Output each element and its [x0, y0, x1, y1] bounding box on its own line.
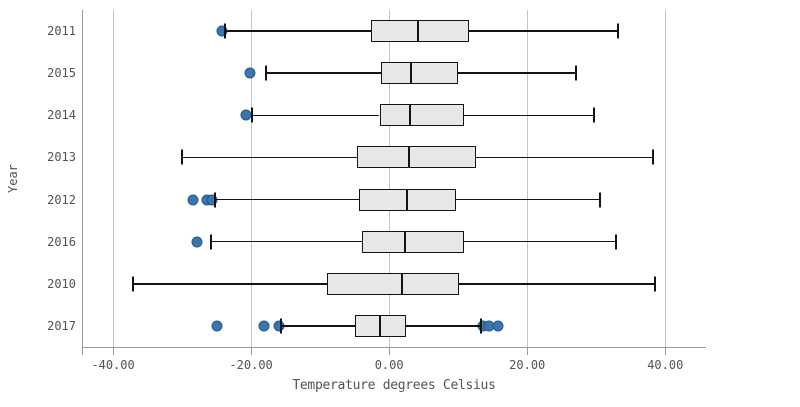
x-tick-label--20: -20.00 — [229, 358, 273, 372]
x-tick-label-20: 20.00 — [509, 358, 546, 372]
gridline-20 — [527, 10, 529, 347]
whisker-low-2014 — [252, 114, 380, 116]
box-2014[interactable] — [379, 104, 465, 127]
whisker-high-2015 — [458, 72, 577, 74]
box-2015[interactable] — [380, 62, 459, 85]
gridline--40 — [113, 10, 115, 347]
y-axis-label-2017[interactable]: 2017 — [47, 318, 76, 333]
gridline-0 — [389, 10, 391, 347]
outlier-dot-2017-1[interactable] — [258, 320, 270, 332]
outlier-dot-2016-0[interactable] — [191, 236, 203, 248]
x-tick--20 — [251, 348, 253, 355]
y-axis-label-2013[interactable]: 2013 — [47, 150, 76, 165]
box-2016[interactable] — [362, 230, 464, 253]
box-2013[interactable] — [357, 146, 477, 169]
whisker-cap-high-2010 — [653, 276, 656, 292]
x-tick--40 — [113, 348, 115, 355]
whisker-cap-low-2013 — [181, 149, 184, 165]
x-tick-label--40: -40.00 — [91, 358, 135, 372]
whisker-low-2011 — [224, 30, 371, 32]
whisker-cap-high-2017 — [479, 318, 482, 334]
median-line-2010 — [401, 272, 404, 295]
y-axis-label-2011[interactable]: 2011 — [47, 24, 76, 39]
y-axis-label-2012[interactable]: 2012 — [47, 192, 76, 207]
y-axis-label-2010[interactable]: 2010 — [47, 276, 76, 291]
outlier-dot-2012-0[interactable] — [187, 194, 199, 206]
box-2011[interactable] — [370, 20, 470, 43]
median-line-2012 — [406, 188, 409, 211]
x-tick-label-0: 0.00 — [374, 358, 404, 372]
outlier-dot-2017-5[interactable] — [492, 320, 504, 332]
x-tick-20 — [527, 348, 529, 355]
whisker-low-2012 — [215, 198, 360, 201]
box-2010[interactable] — [327, 272, 459, 295]
whisker-low-2017 — [280, 325, 355, 327]
whisker-cap-low-2010 — [132, 276, 135, 292]
whisker-high-2012 — [456, 198, 600, 201]
whisker-cap-high-2011 — [617, 23, 620, 39]
x-axis-line — [82, 347, 706, 348]
whisker-high-2016 — [463, 240, 617, 243]
y-axis-title: Year — [6, 163, 20, 193]
x-axis-title: Temperature degrees Celsius — [292, 378, 496, 393]
outlier-dot-2015-0[interactable] — [244, 67, 256, 79]
x-tick-40 — [665, 348, 667, 355]
whisker-low-2010 — [133, 283, 328, 285]
whisker-cap-low-2016 — [210, 234, 213, 250]
whisker-high-2013 — [476, 156, 653, 159]
whisker-cap-high-2014 — [593, 107, 596, 123]
median-line-2013 — [408, 146, 411, 169]
median-line-2015 — [410, 62, 413, 85]
median-line-2016 — [404, 230, 407, 253]
whisker-cap-high-2016 — [615, 234, 618, 250]
y-axis-label-2014[interactable]: 2014 — [47, 108, 76, 123]
whisker-cap-high-2015 — [575, 65, 578, 81]
whisker-cap-low-2014 — [251, 107, 254, 123]
outlier-dot-2017-0[interactable] — [211, 320, 223, 332]
outlier-dot-2014-0[interactable] — [240, 109, 252, 121]
whisker-cap-high-2012 — [598, 192, 601, 208]
whisker-low-2016 — [211, 240, 363, 243]
whisker-high-2014 — [464, 114, 595, 116]
whisker-cap-low-2011 — [223, 23, 226, 39]
whisker-high-2011 — [469, 30, 619, 32]
whisker-cap-low-2017 — [279, 318, 282, 334]
whisker-high-2010 — [458, 283, 655, 285]
whisker-cap-high-2013 — [651, 149, 654, 165]
y-axis-label-2015[interactable]: 2015 — [47, 66, 76, 81]
median-line-2014 — [408, 104, 411, 127]
axis-end-tick — [82, 348, 83, 355]
whisker-cap-low-2015 — [264, 65, 267, 81]
whisker-low-2015 — [265, 72, 381, 74]
y-axis-line — [82, 10, 83, 347]
x-tick-label-40: 40.00 — [647, 358, 684, 372]
x-tick-0 — [389, 348, 391, 355]
median-line-2011 — [417, 20, 420, 43]
whisker-cap-low-2012 — [214, 192, 217, 208]
whisker-low-2013 — [182, 156, 358, 159]
gridline--20 — [251, 10, 253, 347]
y-axis-label-2016[interactable]: 2016 — [47, 234, 76, 249]
whisker-high-2017 — [405, 325, 481, 327]
gridline-40 — [665, 10, 667, 347]
median-line-2017 — [379, 314, 382, 337]
